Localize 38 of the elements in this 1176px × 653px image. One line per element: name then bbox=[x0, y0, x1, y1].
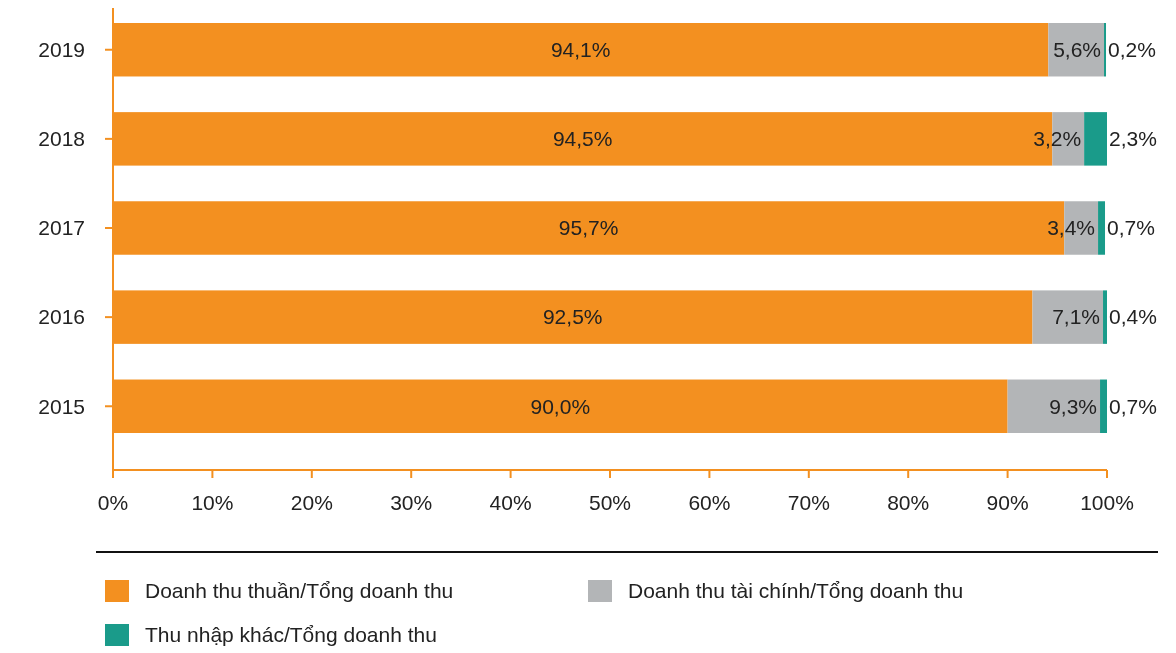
data-label: 0,7% bbox=[1107, 216, 1155, 240]
bar bbox=[1032, 290, 1104, 344]
data-label: 9,3% bbox=[1049, 394, 1098, 418]
x-tick-label: 90% bbox=[986, 491, 1029, 515]
x-tick-label: 70% bbox=[787, 491, 830, 515]
bar bbox=[1103, 290, 1107, 344]
x-tick-label: 60% bbox=[688, 491, 731, 515]
data-label: 94,5% bbox=[552, 127, 613, 151]
data-label: 2,3% bbox=[1109, 127, 1157, 151]
y-tick-label: 2017 bbox=[38, 216, 85, 240]
y-tick-label: 2019 bbox=[38, 38, 85, 62]
y-tick-label: 2015 bbox=[38, 394, 85, 418]
x-tick-label: 30% bbox=[390, 491, 433, 515]
bar bbox=[1084, 112, 1107, 166]
data-label: 5,6% bbox=[1053, 38, 1102, 62]
data-label: 94,1% bbox=[550, 38, 611, 62]
bar bbox=[1100, 379, 1107, 433]
legend-label: Doanh thu thuần/Tổng doanh thu bbox=[145, 579, 454, 603]
x-tick-label: 10% bbox=[191, 491, 234, 515]
y-tick-label: 2016 bbox=[38, 305, 85, 329]
legend-label: Doanh thu tài chính/Tổng doanh thu bbox=[628, 579, 964, 603]
x-tick-label: 20% bbox=[290, 491, 333, 515]
data-label: 92,5% bbox=[542, 305, 603, 329]
bar bbox=[1007, 379, 1101, 433]
x-tick-label: 0% bbox=[97, 491, 129, 515]
data-label: 7,1% bbox=[1052, 305, 1101, 329]
x-tick-label: 50% bbox=[588, 491, 632, 515]
data-label: 95,7% bbox=[558, 216, 619, 240]
legend-label: Thu nhập khác/Tổng doanh thu bbox=[145, 623, 437, 647]
y-tick-label: 2018 bbox=[38, 127, 85, 151]
x-tick-label: 80% bbox=[887, 491, 930, 515]
data-label: 0,2% bbox=[1108, 38, 1156, 62]
x-tick-label: 100% bbox=[1080, 491, 1134, 515]
data-label: 0,7% bbox=[1109, 394, 1157, 418]
data-label: 90,0% bbox=[530, 394, 591, 418]
data-label: 0,4% bbox=[1109, 305, 1157, 329]
bar bbox=[1098, 201, 1106, 255]
x-tick-label: 40% bbox=[489, 491, 532, 515]
